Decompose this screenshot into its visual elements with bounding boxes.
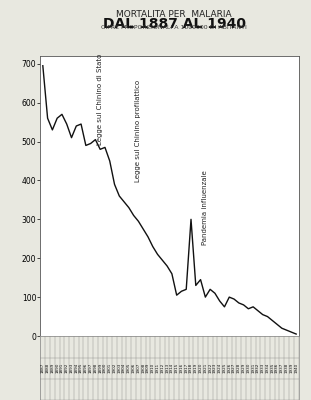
Text: 1889: 1889 — [50, 363, 54, 373]
Text: 1916: 1916 — [179, 363, 183, 373]
Text: 1891: 1891 — [60, 363, 64, 373]
Text: 1935: 1935 — [270, 363, 274, 373]
Text: CIFRE PROPORZIONALI A 1000000 DI ABITANTI: CIFRE PROPORZIONALI A 1000000 DI ABITANT… — [101, 25, 247, 30]
Text: 1930: 1930 — [246, 363, 250, 373]
Text: 1901: 1901 — [108, 363, 112, 373]
Text: 1909: 1909 — [146, 363, 150, 373]
Text: 1940: 1940 — [294, 363, 298, 373]
Text: 1894: 1894 — [74, 363, 78, 373]
Text: 1938: 1938 — [285, 363, 289, 373]
Text: 1919: 1919 — [194, 363, 198, 373]
Text: 1888: 1888 — [46, 363, 49, 373]
Text: 1900: 1900 — [103, 363, 107, 373]
Text: 1911: 1911 — [156, 363, 160, 373]
Text: 1913: 1913 — [165, 363, 169, 373]
Text: 1890: 1890 — [55, 363, 59, 373]
Text: 1917: 1917 — [184, 363, 188, 373]
Text: 1902: 1902 — [113, 363, 117, 373]
Text: 1904: 1904 — [122, 363, 126, 373]
Text: 1939: 1939 — [290, 363, 293, 373]
Text: Legge sul Chinino di Stato: Legge sul Chinino di Stato — [97, 54, 103, 146]
Text: 1908: 1908 — [141, 363, 145, 373]
Text: 1899: 1899 — [98, 363, 102, 373]
Text: 1924: 1924 — [218, 363, 222, 373]
Text: 1915: 1915 — [175, 363, 179, 373]
Text: 1912: 1912 — [160, 363, 164, 373]
Text: 1927: 1927 — [232, 363, 236, 373]
Text: 1926: 1926 — [227, 363, 231, 373]
Text: 1896: 1896 — [84, 363, 88, 373]
Text: 1895: 1895 — [79, 363, 83, 373]
Text: 1928: 1928 — [237, 363, 241, 373]
Text: 1933: 1933 — [261, 363, 265, 373]
Text: Pandemia influenzale: Pandemia influenzale — [202, 170, 208, 245]
Text: DAL 1887 AL 1940: DAL 1887 AL 1940 — [103, 17, 246, 31]
Text: 1931: 1931 — [251, 363, 255, 373]
Text: 1936: 1936 — [275, 363, 279, 373]
Text: 1914: 1914 — [170, 363, 174, 373]
Text: 1905: 1905 — [127, 363, 131, 373]
Text: MORTALITA PER  MALARIA: MORTALITA PER MALARIA — [116, 10, 232, 19]
Text: 1922: 1922 — [208, 363, 212, 373]
Text: 1937: 1937 — [280, 363, 284, 373]
Text: 1898: 1898 — [93, 363, 97, 373]
Text: 1921: 1921 — [203, 363, 207, 373]
Text: 1887: 1887 — [41, 363, 45, 373]
Text: 1907: 1907 — [137, 363, 141, 373]
Text: 1892: 1892 — [65, 363, 69, 373]
Text: 1932: 1932 — [256, 363, 260, 373]
Text: 1934: 1934 — [266, 363, 270, 373]
Text: 1897: 1897 — [89, 363, 93, 373]
Text: 1910: 1910 — [151, 363, 155, 373]
Text: 1929: 1929 — [242, 363, 246, 373]
Text: 1923: 1923 — [213, 363, 217, 373]
Text: 1906: 1906 — [132, 363, 136, 373]
Text: Legge sul Chinino profilattico: Legge sul Chinino profilattico — [135, 80, 142, 182]
Text: 1925: 1925 — [222, 363, 226, 373]
Text: 1893: 1893 — [69, 363, 73, 373]
Text: 1920: 1920 — [198, 363, 202, 373]
Text: 1903: 1903 — [117, 363, 121, 373]
Text: 1918: 1918 — [189, 363, 193, 373]
